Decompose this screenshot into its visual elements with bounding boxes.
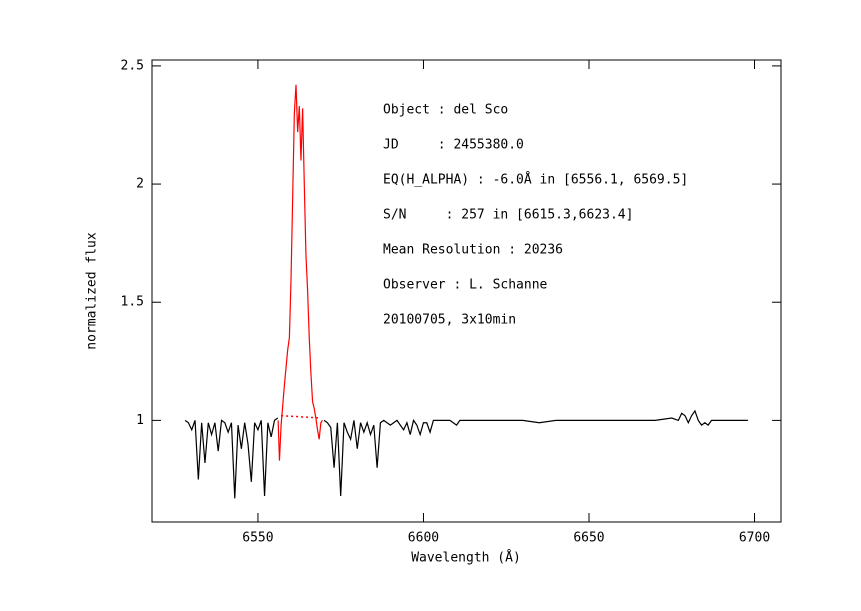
spectrum-line <box>281 414 321 419</box>
spectrum-line <box>277 84 323 461</box>
y-tick-label: 2 <box>136 177 144 192</box>
x-tick-label: 6700 <box>739 531 770 546</box>
spectrum-line <box>184 409 748 499</box>
plot-frame <box>151 59 782 523</box>
y-axis-label: normalized flux <box>85 232 100 350</box>
annotation: EQ(H_ALPHA) : -6.0Å in [6556.1, 6569.5] <box>383 172 688 188</box>
y-tick-label: 1 <box>136 413 144 428</box>
x-tick-label: 6650 <box>573 531 604 546</box>
annotation: Observer : L. Schanne <box>383 278 548 293</box>
annotation: Object : del Sco <box>383 103 508 118</box>
x-axis-label: Wavelength (Å) <box>411 550 521 566</box>
y-tick-label: 2.5 <box>121 58 144 73</box>
annotation: S/N : 257 in [6615.3,6623.4] <box>383 208 633 223</box>
annotation: 20100705, 3x10min <box>383 313 516 328</box>
y-tick-label: 1.5 <box>121 295 144 310</box>
x-tick-label: 6600 <box>408 531 439 546</box>
annotation: Mean Resolution : 20236 <box>383 243 563 258</box>
x-tick-label: 6550 <box>242 531 273 546</box>
annotation: JD : 2455380.0 <box>383 138 524 153</box>
